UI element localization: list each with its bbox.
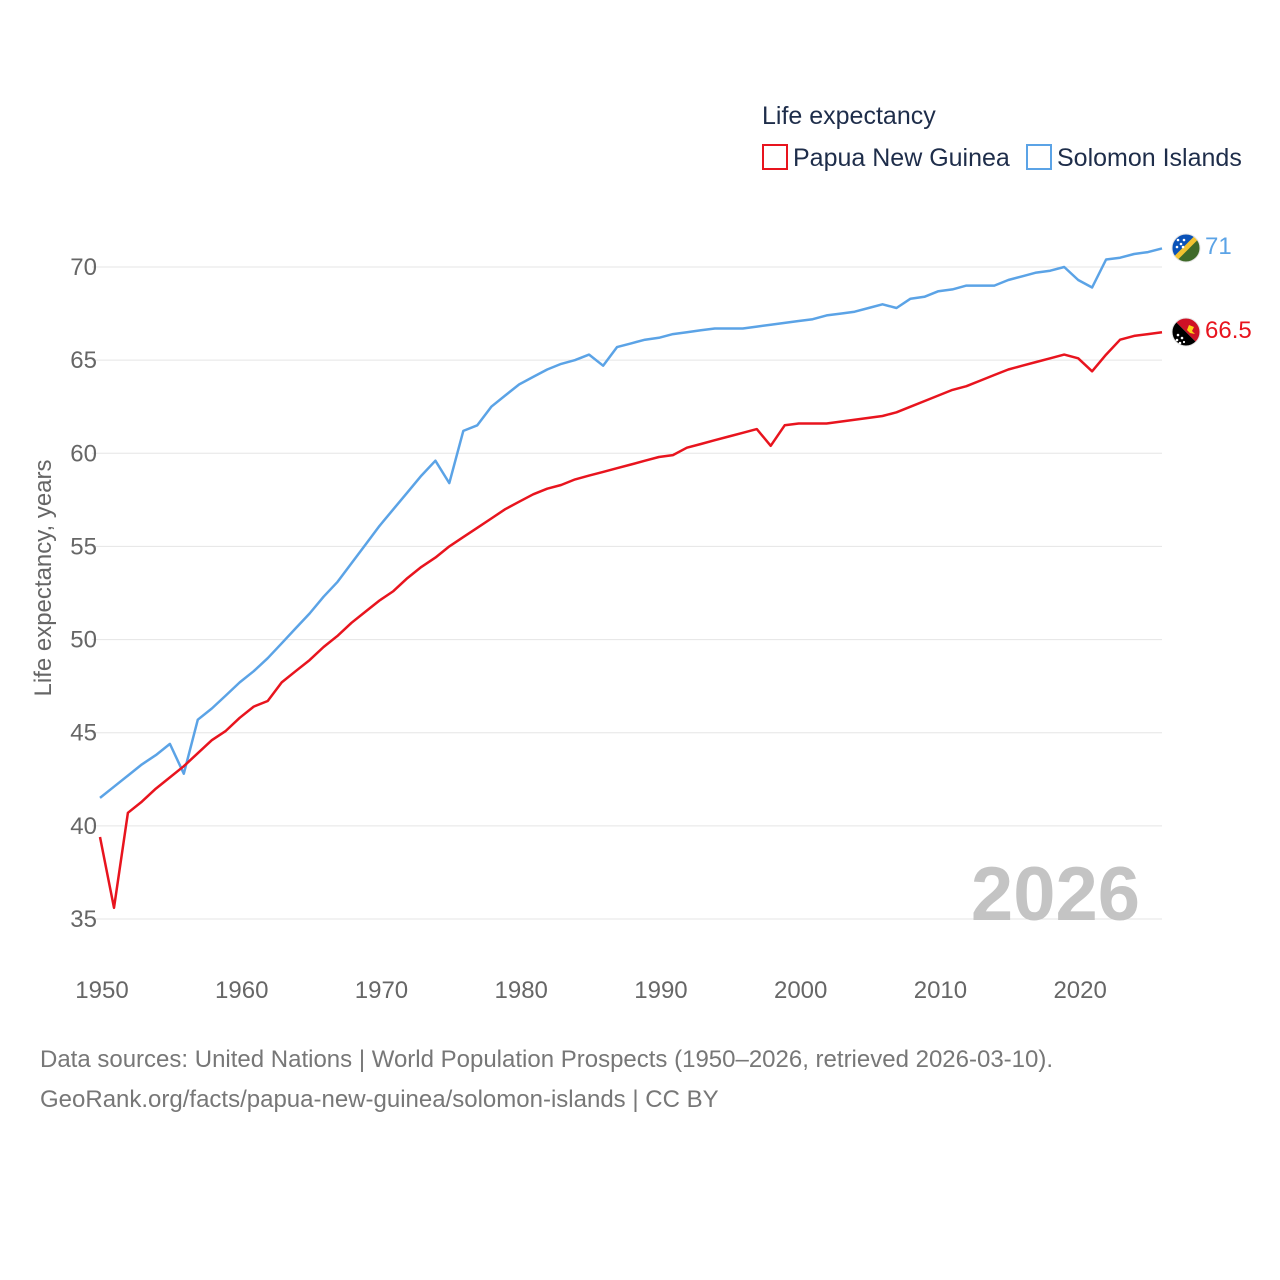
y-tick-label: 70 xyxy=(70,254,97,281)
x-tick-label: 1980 xyxy=(495,977,548,1004)
papua-new-guinea-flag-icon xyxy=(1171,317,1201,347)
attribution-line[interactable]: GeoRank.org/facts/papua-new-guinea/solom… xyxy=(40,1086,719,1113)
legend-label-solomon-islands: Solomon Islands xyxy=(1057,144,1242,172)
y-tick-label: 40 xyxy=(70,813,97,840)
grid xyxy=(92,266,1162,920)
x-tick-label: 1950 xyxy=(75,977,128,1004)
legend-label-papua-new-guinea: Papua New Guinea xyxy=(793,144,1010,172)
series-line-papua-new-guinea[interactable] xyxy=(98,330,1163,910)
legend-swatch-solomon-islands xyxy=(1026,144,1052,170)
y-tick-label: 50 xyxy=(70,627,97,654)
year-watermark: 2026 xyxy=(971,852,1140,937)
legend-item-solomon-islands[interactable]: Solomon Islands xyxy=(1026,144,1242,172)
y-tick-label: 35 xyxy=(70,906,97,933)
x-tick-label: 2010 xyxy=(914,977,967,1004)
x-tick-label: 2000 xyxy=(774,977,827,1004)
y-tick-label: 55 xyxy=(70,533,97,560)
series-lines xyxy=(98,247,1163,910)
end-label-papua-new-guinea: 66.5 xyxy=(1205,317,1252,344)
data-source-line: Data sources: United Nations | World Pop… xyxy=(40,1046,1054,1073)
x-tick-label: 2020 xyxy=(1053,977,1106,1004)
source-note: Data sources: United Nations | World Pop… xyxy=(40,1040,1053,1120)
x-tick-label: 1970 xyxy=(355,977,408,1004)
y-tick-label: 65 xyxy=(70,347,97,374)
x-tick-label: 1960 xyxy=(215,977,268,1004)
series-line-solomon-islands[interactable] xyxy=(99,247,1163,799)
legend-item-papua-new-guinea[interactable]: Papua New Guinea xyxy=(762,144,1010,172)
end-label-solomon-islands: 71 xyxy=(1205,233,1232,260)
x-axis-ticks: 1950 1960 1970 1980 1990 2000 2010 2020 xyxy=(75,977,1107,1004)
legend: Life expectancy Papua New Guinea Solomon… xyxy=(762,102,1242,172)
y-axis-ticks: 35 40 45 50 55 60 65 70 xyxy=(70,254,97,933)
solomon-islands-flag-icon xyxy=(1171,233,1201,263)
legend-title: Life expectancy xyxy=(762,102,936,130)
y-tick-label: 45 xyxy=(70,720,97,747)
x-tick-label: 1990 xyxy=(634,977,687,1004)
legend-swatch-papua-new-guinea xyxy=(762,144,788,170)
y-axis-title: Life expectancy, years xyxy=(30,459,57,696)
y-tick-label: 60 xyxy=(70,440,97,467)
